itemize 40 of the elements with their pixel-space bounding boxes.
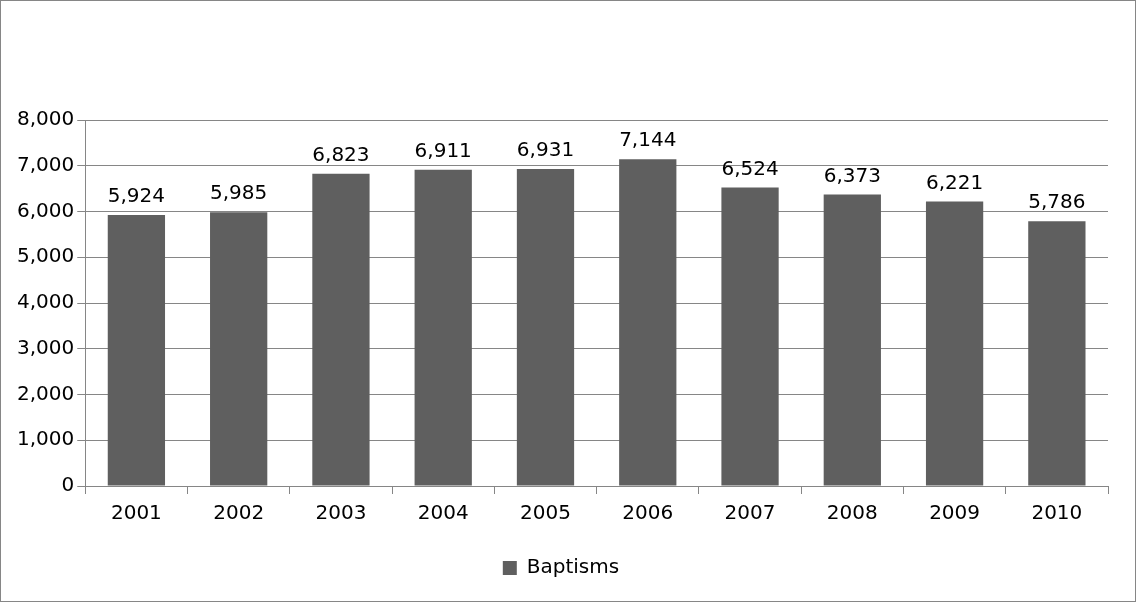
data-label: 6,911 (414, 138, 472, 163)
y-tick-label: 6,000 (16, 197, 75, 222)
bar (823, 194, 881, 486)
data-label: 6,823 (312, 142, 370, 167)
x-tick-label: 2007 (724, 500, 776, 525)
x-tick-label: 2010 (1031, 500, 1083, 525)
data-label: 6,931 (516, 137, 575, 162)
x-tick-label: 2008 (826, 500, 878, 525)
data-label: 6,373 (823, 162, 881, 187)
data-label: 6,221 (925, 169, 984, 194)
data-label: 7,144 (619, 127, 677, 152)
y-tick-label: 0 (61, 472, 75, 497)
x-tick-label: 2001 (110, 500, 162, 525)
bar (516, 168, 575, 486)
bar (210, 212, 268, 486)
bar (414, 169, 472, 486)
x-tick-label: 2002 (213, 500, 265, 525)
x-tick-label: 2003 (315, 500, 367, 525)
bar (925, 201, 984, 486)
y-tick-label: 8,000 (16, 106, 75, 131)
x-tick-label: 2004 (417, 500, 469, 525)
bar (619, 159, 677, 486)
bar (312, 173, 370, 486)
data-label: 5,985 (210, 180, 268, 205)
y-tick-label: 2,000 (16, 380, 75, 405)
data-label: 5,786 (1028, 189, 1086, 214)
y-tick-label: 3,000 (16, 334, 75, 359)
y-tick-label: 1,000 (16, 426, 75, 451)
bar (1028, 221, 1086, 486)
x-tick-label: 2006 (622, 500, 674, 525)
y-tick-label: 4,000 (16, 289, 75, 314)
x-tick-label: 2009 (929, 500, 981, 525)
data-label: 6,524 (721, 155, 779, 180)
legend-label: Baptisms (526, 554, 620, 579)
data-label: 5,924 (107, 183, 166, 208)
bar (107, 214, 166, 486)
bar (721, 187, 779, 486)
y-tick-label: 7,000 (16, 151, 75, 176)
x-tick-label: 2005 (520, 500, 571, 525)
y-tick-label: 5,000 (16, 243, 75, 268)
